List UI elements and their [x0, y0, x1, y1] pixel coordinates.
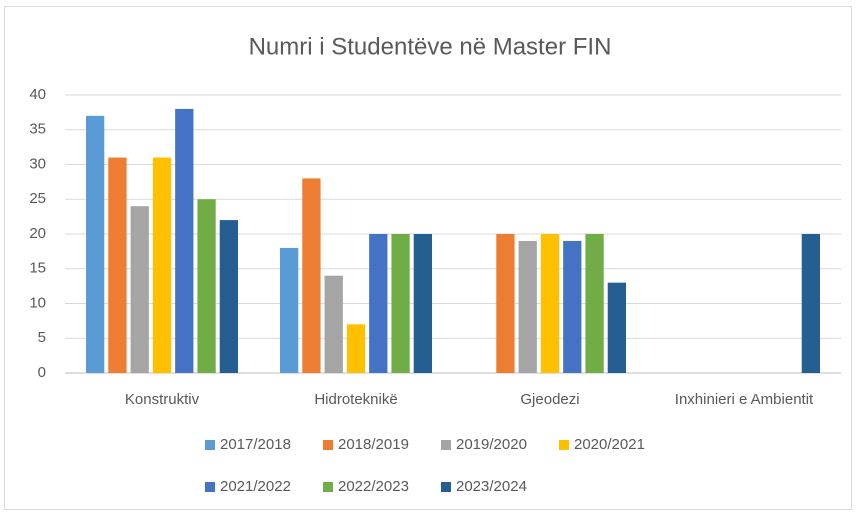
- bar: [197, 199, 216, 373]
- bar: [540, 234, 560, 373]
- x-tick-label: Inxhinieri e Ambientit: [675, 391, 814, 408]
- chart-title: Numri i Studentëve në Master FIN: [249, 33, 612, 60]
- x-tick-label: Gjeodezi: [520, 391, 579, 408]
- bar: [280, 247, 299, 373]
- legend-label: 2018/2019: [338, 436, 409, 453]
- legend-label: 2017/2018: [220, 436, 291, 453]
- bar: [496, 234, 515, 373]
- y-tick-label: 20: [29, 225, 46, 242]
- bar: [585, 234, 604, 373]
- legend-label: 2019/2020: [456, 436, 527, 453]
- x-tick-label: Hidroteknikë: [314, 391, 397, 408]
- legend-swatch: [441, 440, 451, 450]
- legend-swatch: [205, 482, 215, 492]
- y-tick-label: 0: [38, 364, 46, 381]
- bar: [175, 108, 194, 374]
- bar: [130, 206, 149, 373]
- x-tick-label: Konstruktiv: [125, 391, 200, 408]
- bar: [563, 240, 582, 373]
- y-tick-label: 25: [29, 190, 46, 207]
- legend-label: 2023/2024: [456, 478, 527, 495]
- legend-swatch: [323, 440, 333, 450]
- y-tick-label: 40: [29, 86, 46, 103]
- bar: [801, 234, 820, 373]
- bar: [152, 157, 172, 373]
- legend-label: 2020/2021: [574, 436, 645, 453]
- legend-swatch: [205, 440, 215, 450]
- legend-swatch: [441, 482, 451, 492]
- bar: [86, 115, 105, 373]
- legend-swatch: [323, 482, 333, 492]
- bar: [346, 324, 366, 373]
- bar: [607, 282, 626, 373]
- legend-label: 2022/2023: [338, 478, 409, 495]
- y-tick-label: 10: [29, 294, 46, 311]
- y-tick-label: 35: [29, 121, 46, 138]
- legend-label: 2021/2022: [220, 478, 291, 495]
- bar: [369, 234, 388, 373]
- bar: [302, 178, 321, 373]
- bar: [108, 157, 127, 373]
- y-tick-label: 30: [29, 155, 46, 172]
- legend-swatch: [559, 440, 569, 450]
- y-tick-label: 15: [29, 260, 46, 277]
- bar: [413, 234, 432, 373]
- bar: [391, 234, 410, 373]
- bar: [518, 240, 537, 373]
- bar: [219, 220, 238, 373]
- bar: [324, 275, 343, 373]
- y-tick-label: 5: [38, 329, 46, 346]
